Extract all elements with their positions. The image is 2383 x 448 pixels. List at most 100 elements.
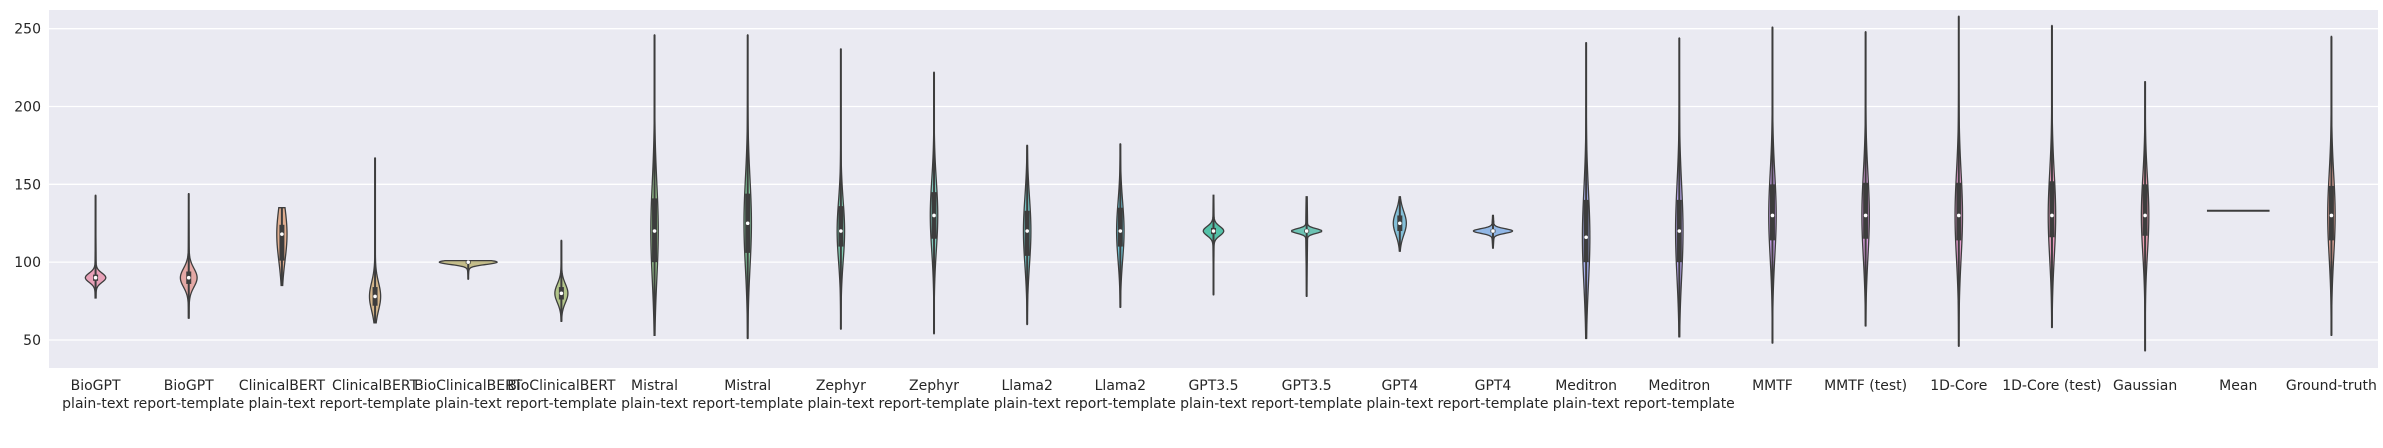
x-label-line1-1d-core: 1D-Core [1930, 378, 1987, 394]
violin-19 [1861, 31, 1871, 327]
violin-9 [929, 71, 939, 335]
x-label-line1-zephyr-plain-text: Zephyr [816, 378, 866, 394]
violin-18 [1768, 26, 1777, 344]
violin-median-llama2-plain-text [1025, 229, 1029, 233]
violin-15 [1472, 214, 1514, 249]
violin-21 [2047, 24, 2057, 329]
x-label-line1-mistral-plain-text: Mistral [631, 378, 678, 394]
violin-0 [84, 194, 107, 299]
x-label-line1-ground-truth: Ground-truth [2286, 378, 2377, 394]
x-label-line1-zephyr-report-template: Zephyr [909, 378, 959, 394]
violin-median-mmtf-test- [1863, 213, 1868, 218]
x-label-line2-mistral-plain-text: plain-text [621, 396, 688, 412]
x-label-line1-mean: Mean [2219, 378, 2257, 394]
violin-median-llama2-report-template [1118, 229, 1123, 233]
violin-median-zephyr-plain-text [839, 229, 843, 233]
violin-median-gpt3-5-plain-text [1211, 229, 1216, 233]
violin-median-ground-truth [2329, 213, 2334, 218]
x-label-line2-meditron-report-template: report-template [1624, 396, 1735, 412]
x-label-line1-gpt3-5-plain-text: GPT3.5 [1188, 378, 1238, 394]
x-label-line1-bioclinicalbert-plain-text: BioClinicalBERT [414, 378, 523, 394]
plot-background [49, 10, 2378, 368]
y-tick-label-100: 100 [14, 255, 41, 271]
x-label-line2-llama2-report-template: report-template [1065, 396, 1176, 412]
violin-median-1d-core [1956, 213, 1961, 218]
x-label-line2-zephyr-report-template: report-template [879, 396, 990, 412]
x-label-line2-biogpt-report-template: report-template [133, 396, 244, 412]
x-label-line2-gpt3-5-report-template: report-template [1251, 396, 1362, 412]
x-label-line2-mistral-report-template: report-template [692, 396, 803, 412]
violin-20 [1954, 15, 1964, 347]
x-label-line1-clinicalbert-plain-text: ClinicalBERT [239, 378, 326, 394]
violin-median-gpt4-plain-text [1398, 221, 1402, 226]
violin-11 [1115, 143, 1125, 308]
x-label-line1-meditron-plain-text: Meditron [1555, 378, 1617, 394]
violin-10 [1022, 144, 1032, 326]
y-tick-label-150: 150 [14, 177, 41, 193]
violin-median-1d-core-test- [2050, 213, 2054, 218]
violin-median-mistral-report-template [745, 221, 750, 226]
y-tick-label-250: 250 [14, 22, 41, 38]
x-label-line1-mmtf-test-: MMTF (test) [1824, 378, 1907, 394]
x-label-line2-clinicalbert-plain-text: plain-text [248, 396, 315, 412]
x-label-line1-biogpt-report-template: BioGPT [164, 378, 214, 394]
violin-median-mmtf [1770, 213, 1775, 218]
violin-1 [179, 193, 198, 319]
x-label-line1-llama2-report-template: Llama2 [1095, 378, 1146, 394]
violin-12 [1202, 194, 1225, 296]
violin-24 [2327, 35, 2336, 336]
violin-median-gaussian [2143, 213, 2147, 218]
violin-median-gpt4-report-template [1491, 229, 1495, 233]
violin-median-bioclinicalbert-report-template [559, 291, 564, 296]
violin-4 [438, 259, 498, 280]
y-tick-label-50: 50 [23, 333, 41, 349]
violin-17 [1674, 37, 1684, 338]
violin-median-biogpt-plain-text [93, 275, 98, 280]
x-label-line1-mistral-report-template: Mistral [724, 378, 771, 394]
x-label-line1-gpt3-5-report-template: GPT3.5 [1282, 378, 1332, 394]
violin-median-biogpt-report-template [186, 275, 191, 280]
violin-median-zephyr-report-template [932, 213, 936, 218]
violin-8 [836, 48, 846, 330]
violin-median-gpt3-5-report-template [1304, 229, 1309, 233]
violin-median-meditron-report-template [1677, 229, 1682, 233]
gridlines [49, 28, 2378, 341]
violins [84, 15, 2336, 352]
violin-5 [554, 239, 569, 322]
violin-14 [1392, 196, 1407, 252]
x-label-line2-gpt4-report-template: report-template [1437, 396, 1548, 412]
violin-16 [1581, 42, 1591, 340]
violin-median-clinicalbert-report-template [373, 294, 377, 299]
x-label-line1-gpt4-report-template: GPT4 [1475, 378, 1512, 394]
violin-7 [743, 34, 753, 340]
violin-median-meditron-plain-text [1584, 235, 1588, 240]
x-label-line1-meditron-report-template: Meditron [1648, 378, 1710, 394]
violin-median-mistral-plain-text [652, 229, 657, 233]
violin-median-bioclinicalbert-plain-text [466, 260, 471, 264]
violin-3 [368, 157, 382, 324]
y-tick-label-200: 200 [14, 100, 41, 116]
violin-2 [276, 207, 288, 287]
violin-median-clinicalbert-plain-text [280, 232, 284, 236]
x-label-line2-bioclinicalbert-plain-text: plain-text [435, 396, 502, 412]
x-label-line1-clinicalbert-report-template: ClinicalBERT [332, 378, 419, 394]
y-axis-ticks: 50 100 150 200 250 [14, 22, 41, 349]
x-label-line1-mmtf: MMTF [1752, 378, 1793, 394]
x-label-line1-gaussian: Gaussian [2113, 378, 2177, 394]
x-label-line2-gpt3-5-plain-text: plain-text [1180, 396, 1247, 412]
violin-22 [2140, 80, 2150, 352]
x-label-line1-gpt4-plain-text: GPT4 [1381, 378, 1418, 394]
x-label-line1-1d-core-test-: 1D-Core (test) [2002, 378, 2101, 394]
x-label-line1-biogpt-plain-text: BioGPT [71, 378, 121, 394]
x-label-line2-gpt4-plain-text: plain-text [1366, 396, 1433, 412]
x-label-line2-zephyr-plain-text: plain-text [807, 396, 874, 412]
x-label-line1-bioclinicalbert-report-template: BioClinicalBERT [507, 378, 616, 394]
x-label-line1-llama2-plain-text: Llama2 [1001, 378, 1052, 394]
x-axis-labels: BioGPT plain-text BioGPT report-template Cli… [62, 378, 2377, 412]
x-label-line2-llama2-plain-text: plain-text [994, 396, 1061, 412]
violin-6 [650, 34, 659, 336]
x-label-line2-meditron-plain-text: plain-text [1553, 396, 1620, 412]
x-label-line2-clinicalbert-report-template: report-template [320, 396, 431, 412]
x-label-line2-bioclinicalbert-report-template: report-template [506, 396, 617, 412]
